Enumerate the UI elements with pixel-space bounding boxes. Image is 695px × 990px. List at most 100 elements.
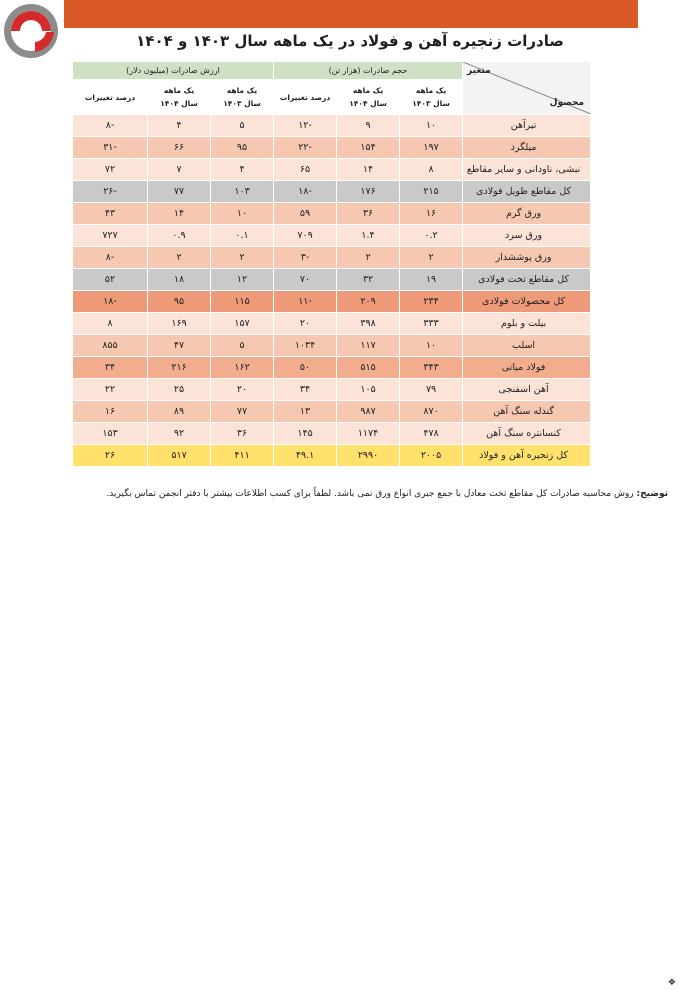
volume-1404-cell: ۳۹۸ (336, 312, 401, 335)
table-row: میلگرد ۱۹۷ ۱۵۴ -۲۲ ۹۵ ۶۶ -۳۱ (71, 136, 592, 159)
volume-1404-cell: ۱۷۶ (336, 180, 401, 203)
volume-1403-cell: ۱۹۷ (399, 136, 464, 159)
value-1403-cell: ۰.۱ (210, 224, 275, 247)
table-row: تیرآهن ۱۰ ۹ -۱۲ ۵ ۴ -۸ (71, 114, 592, 137)
value-1404-cell: ۹۵ (147, 290, 212, 313)
product-name-cell: ورق گرم (462, 202, 592, 225)
volume-1403-cell: ۷۹ (399, 378, 464, 401)
product-name-cell: اسلب (462, 334, 592, 357)
value-change-cell: -۸ (71, 246, 149, 269)
table-row: گندله سنگ آهن ۸۷۰ ۹۸۷ ۱۳ ۷۷ ۸۹ ۱۶ (71, 400, 592, 423)
product-name-cell: کل مقاطع تخت فولادی (462, 268, 592, 291)
product-name-cell: کل زنجیره آهن و فولاد (462, 444, 592, 467)
volume-change-cell: -۲۲ (273, 136, 338, 159)
volume-1403-cell: ۱۰ (399, 114, 464, 137)
value-1404-cell: ۲۱۶ (147, 356, 212, 379)
table-row: کل زنجیره آهن و فولاد ۲۰۰۵ ۲۹۹۰ ۴۹.۱ ۴۱۱ ۵۱۷ ۲… (71, 444, 592, 467)
volume-1404-cell: ۲۹۹۰ (336, 444, 401, 467)
col-header-value-1404: یک ماهه سال ۱۴۰۴ (147, 79, 212, 115)
volume-change-cell: ۴۹.۱ (273, 444, 338, 467)
table-row: کل مقاطع طویل فولادی ۲۱۵ ۱۷۶ -۱۸ ۱۰۳ ۷۷ -۲۶ (71, 180, 592, 203)
product-name-cell: تیرآهن (462, 114, 592, 137)
volume-1403-cell: ۸۷۰ (399, 400, 464, 423)
footnote-text: روش محاسبه صادرات کل مقاطع تخت معادل با … (106, 489, 637, 499)
volume-change-cell: -۱۱ (273, 290, 338, 313)
volume-change-cell: -۳ (273, 246, 338, 269)
value-change-cell: ۵۲ (71, 268, 149, 291)
volume-change-cell: ۲۰ (273, 312, 338, 335)
value-1403-cell: ۴ (210, 158, 275, 181)
value-change-cell: -۱۸ (71, 290, 149, 313)
value-1403-cell: ۴۱۱ (210, 444, 275, 467)
volume-1404-cell: ۲ (336, 246, 401, 269)
value-change-cell: ۲۲ (71, 378, 149, 401)
product-name-cell: بیلت و بلوم (462, 312, 592, 335)
volume-1403-cell: ۳۴۳ (399, 356, 464, 379)
value-1403-cell: ۷۷ (210, 400, 275, 423)
volume-1403-cell: ۳۳۳ (399, 312, 464, 335)
volume-1404-cell: ۱۵۴ (336, 136, 401, 159)
volume-1403-cell: ۱۰ (399, 334, 464, 357)
volume-1404-cell: ۱۰۵ (336, 378, 401, 401)
corner-top-label: متغیر (467, 66, 491, 76)
product-name-cell: ورق سرد (462, 224, 592, 247)
table-row: نبشی، ناودانی و سایر مقاطع ۸ ۱۴ ۶۵ ۴ ۷ ۷۲ (71, 158, 592, 181)
value-1404-cell: ۷۷ (147, 180, 212, 203)
volume-1404-cell: ۵۱۵ (336, 356, 401, 379)
value-change-cell: ۸ (71, 312, 149, 335)
value-1404-cell: ۱۴ (147, 202, 212, 225)
product-name-cell: نبشی، ناودانی و سایر مقاطع (462, 158, 592, 181)
value-change-cell: ۱۶ (71, 400, 149, 423)
value-change-cell: ۴۳ (71, 202, 149, 225)
value-change-cell: -۲۶ (71, 180, 149, 203)
table-row: فولاد میانی ۳۴۳ ۵۱۵ ۵۰ ۱۶۲ ۲۱۶ ۳۴ (71, 356, 592, 379)
volume-1403-cell: ۱۹ (399, 268, 464, 291)
volume-1403-cell: ۱۶ (399, 202, 464, 225)
value-1404-cell: ۲۵ (147, 378, 212, 401)
table-row: کل محصولات فولادی ۲۳۴ ۲۰۹ -۱۱ ۱۱۵ ۹۵ -۱۸ (71, 290, 592, 313)
value-1403-cell: ۱۱۵ (210, 290, 275, 313)
value-1404-cell: ۴ (147, 114, 212, 137)
volume-change-cell: ۵۹ (273, 202, 338, 225)
volume-1403-cell: ۴۷۸ (399, 422, 464, 445)
volume-1403-cell: ۸ (399, 158, 464, 181)
value-1403-cell: ۳۶ (210, 422, 275, 445)
value-change-cell: ۲۶ (71, 444, 149, 467)
table-row: بیلت و بلوم ۳۳۳ ۳۹۸ ۲۰ ۱۵۷ ۱۶۹ ۸ (71, 312, 592, 335)
value-1403-cell: ۱۰ (210, 202, 275, 225)
volume-1404-cell: ۱۴ (336, 158, 401, 181)
volume-1404-cell: ۲۰۹ (336, 290, 401, 313)
value-1404-cell: ۴۷ (147, 334, 212, 357)
value-1403-cell: ۵ (210, 114, 275, 137)
volume-1404-cell: ۱.۴ (336, 224, 401, 247)
value-1403-cell: ۱۶۲ (210, 356, 275, 379)
value-1403-cell: ۱۲ (210, 268, 275, 291)
product-name-cell: کنسانتره سنگ آهن (462, 422, 592, 445)
volume-change-cell: -۱۲ (273, 114, 338, 137)
table-row: کل مقاطع تخت فولادی ۱۹ ۳۲ ۷۰ ۱۲ ۱۸ ۵۲ (71, 268, 592, 291)
volume-1404-cell: ۱۱۷ (336, 334, 401, 357)
value-1404-cell: ۷ (147, 158, 212, 181)
header-corner: متغیر محصول (462, 61, 592, 115)
volume-change-cell: ۶۵ (273, 158, 338, 181)
volume-1404-cell: ۳۲ (336, 268, 401, 291)
product-name-cell: کل مقاطع طویل فولادی (462, 180, 592, 203)
volume-1403-cell: ۲۳۴ (399, 290, 464, 313)
product-name-cell: فولاد میانی (462, 356, 592, 379)
table-row: اسلب ۱۰ ۱۱۷ ۱۰۳۴ ۵ ۴۷ ۸۵۵ (71, 334, 592, 357)
volume-change-cell: ۱۳ (273, 400, 338, 423)
export-table: متغیر محصول حجم صادرات (هزار تن) ارزش صا… (71, 61, 592, 467)
value-1403-cell: ۵ (210, 334, 275, 357)
col-header-volume-change: درصد تغییرات (273, 79, 338, 115)
table-row: آهن اسفنجی ۷۹ ۱۰۵ ۳۴ ۲۰ ۲۵ ۲۲ (71, 378, 592, 401)
volume-change-cell: ۳۴ (273, 378, 338, 401)
volume-1403-cell: ۰.۲ (399, 224, 464, 247)
value-1404-cell: ۰.۹ (147, 224, 212, 247)
col-header-volume-1404: یک ماهه سال ۱۴۰۴ (336, 79, 401, 115)
footnote: ❖ توضیح: روش محاسبه صادرات کل مقاطع تخت … (30, 487, 680, 988)
volume-1404-cell: ۱۱۷۴ (336, 422, 401, 445)
footnote-bullet-icon: ❖ (667, 978, 676, 988)
volume-1404-cell: ۹ (336, 114, 401, 137)
volume-change-cell: ۱۰۳۴ (273, 334, 338, 357)
diagonal-line (463, 62, 592, 114)
